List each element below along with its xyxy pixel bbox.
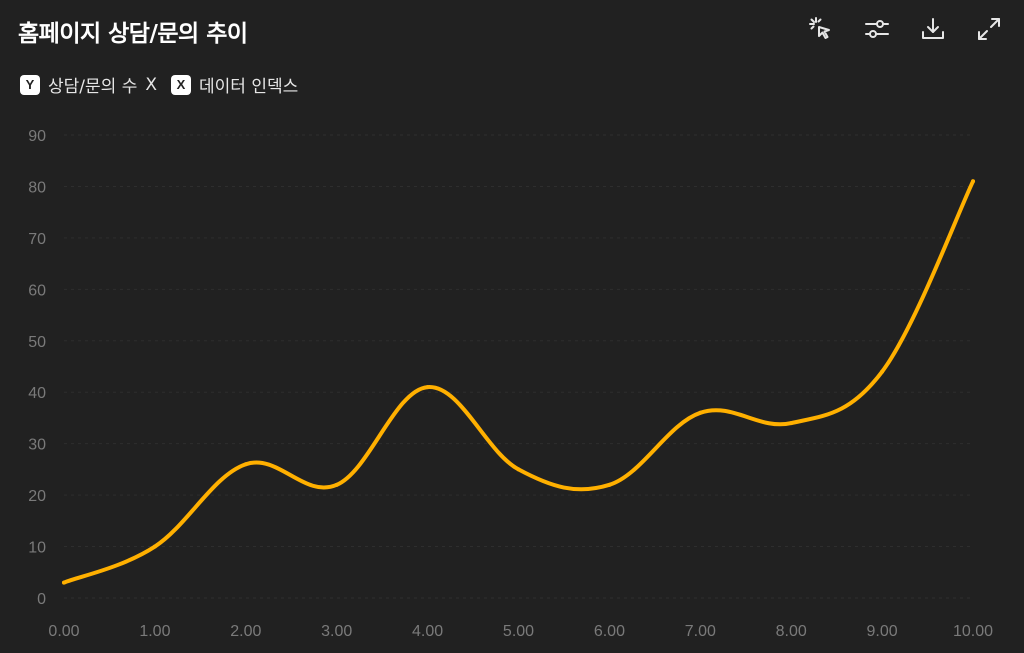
y-tick-label: 80 [28, 179, 46, 196]
data-point[interactable] [607, 482, 612, 487]
download-icon [922, 18, 944, 39]
data-point[interactable] [152, 544, 157, 549]
expand-icon [978, 18, 1000, 40]
data-point[interactable] [516, 467, 521, 472]
x-axis-badge: X [171, 74, 191, 95]
x-axis-label: 데이터 인덱스 [199, 77, 299, 97]
download-button[interactable] [916, 12, 950, 46]
x-tick-label: 7.00 [685, 623, 716, 640]
series-line [62, 179, 975, 585]
data-point[interactable] [334, 482, 339, 487]
chart-title: 홈페이지 상담/문의 추이 [18, 21, 248, 47]
y-axis-ticks: 0 10 20 30 40 50 60 70 80 90 [28, 128, 46, 608]
data-points [62, 179, 975, 585]
data-point[interactable] [425, 385, 430, 390]
data-point[interactable] [243, 462, 248, 467]
data-point[interactable] [880, 369, 885, 374]
data-point[interactable] [971, 179, 975, 184]
x-tick-label: 5.00 [503, 623, 534, 640]
x-tick-label: 4.00 [412, 623, 443, 640]
legend-separator: X [145, 74, 157, 95]
settings-button[interactable] [860, 12, 894, 46]
select-pointer-icon [809, 17, 830, 39]
data-point[interactable] [789, 421, 794, 426]
fullscreen-button[interactable] [972, 12, 1006, 46]
x-tick-label: 10.00 [953, 623, 993, 640]
x-tick-label: 3.00 [321, 623, 352, 640]
x-tick-label: 8.00 [776, 623, 807, 640]
y-tick-label: 40 [28, 385, 46, 402]
x-tick-label: 2.00 [230, 623, 261, 640]
y-tick-label: 70 [28, 231, 46, 248]
y-tick-label: 0 [37, 591, 46, 608]
chart-toolbar [804, 12, 1006, 46]
axis-legend: Y 상담/문의 수 X X 데이터 인덱스 [20, 72, 298, 97]
y-tick-label: 30 [28, 437, 46, 454]
y-tick-label: 50 [28, 334, 46, 351]
y-tick-label: 90 [28, 128, 46, 145]
x-axis-ticks: 0.00 1.00 2.00 3.00 4.00 5.00 6.00 7.00 8.00 9.00… [48, 623, 993, 640]
select-button[interactable] [804, 12, 838, 46]
x-tick-label: 1.00 [139, 623, 170, 640]
sliders-icon [865, 20, 889, 38]
y-axis-badge: Y [20, 74, 40, 95]
y-tick-label: 20 [28, 488, 46, 505]
y-tick-label: 60 [28, 282, 46, 299]
data-point[interactable] [698, 410, 703, 415]
y-axis-label: 상담/문의 수 [48, 77, 138, 97]
grid [64, 134, 973, 599]
x-tick-label: 9.00 [867, 623, 898, 640]
data-point[interactable] [62, 580, 66, 585]
y-tick-label: 10 [28, 540, 46, 557]
x-tick-label: 6.00 [594, 623, 625, 640]
x-tick-label: 0.00 [48, 623, 79, 640]
